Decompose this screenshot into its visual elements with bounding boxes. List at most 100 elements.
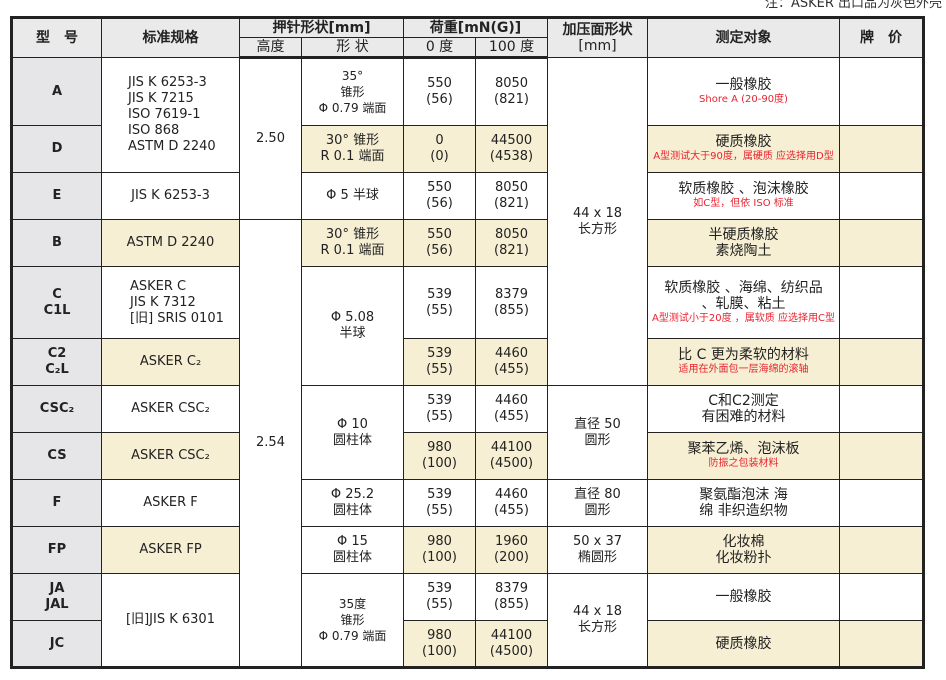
- load100-cell: 44100 (4500): [475, 620, 548, 668]
- price-cell: [839, 385, 924, 433]
- spec-cell: ASKER C₂: [101, 338, 240, 386]
- table-row: B ASTM D 2240 2.54 30° 锥形 R 0.1 端面 550 (…: [11, 219, 924, 668]
- durometer-spec-table: 型 号 标准规格 押针形状[mm] 荷重[mN(G)] 加压面形状 [mm] 测定…: [10, 16, 925, 669]
- table-row: FP ASKER FP Φ 15 圆柱体 980 (100) 1960 (200…: [11, 526, 924, 574]
- target-cell: 硬质橡胶 A型测试大于90度，属硬质 应选择用D型: [647, 125, 840, 173]
- spec-cell: ASKER C JIS K 7312 [旧] SRIS 0101: [101, 266, 240, 339]
- shape-cell: Φ 5 半球: [301, 172, 404, 220]
- model-cell: A: [11, 57, 102, 126]
- col-load: 荷重[mN(G)]: [403, 17, 548, 38]
- target-cell: 聚苯乙烯、泡沫板 防振之包装材料: [647, 432, 840, 480]
- spec-cell: ASKER CSC₂: [101, 385, 240, 433]
- height-cell: 2.54: [239, 219, 302, 668]
- load100-cell: 1960 (200): [475, 526, 548, 574]
- model-cell: CS: [11, 432, 102, 480]
- load0-cell: 550 (56): [403, 219, 476, 267]
- load0-cell: 539 (55): [403, 479, 476, 527]
- target-cell: 聚氨酯泡沫 海 绵 非织造织物: [647, 479, 840, 527]
- spec-cell: JIS K 6253-3 JIS K 7215 ISO 7619-1 ISO 8…: [101, 57, 240, 173]
- load100-cell: 4460 (455): [475, 385, 548, 433]
- table-row: JA JAL [旧]JIS K 6301 35度 锥形 Φ 0.79 端面 53…: [11, 573, 924, 668]
- load100-cell: 44500 (4538): [475, 125, 548, 173]
- shape-cell: Φ 10 圆柱体: [301, 385, 404, 480]
- table-row: D 30° 锥形 R 0.1 端面 0 (0) 44500 (4538) 硬质橡…: [11, 125, 924, 173]
- load100-cell: 8050 (821): [475, 219, 548, 267]
- surface-cell: 44 x 18 长方形: [547, 573, 648, 668]
- price-cell: [839, 219, 924, 267]
- header-note: 注：ASKER 出口品为灰色外壳: [764, 0, 942, 11]
- load0-cell: 0 (0): [403, 125, 476, 173]
- load0-cell: 539 (55): [403, 338, 476, 386]
- col-load-0: 0 度: [403, 37, 476, 59]
- shape-cell: 35度 锥形 Φ 0.79 端面: [301, 573, 404, 668]
- load0-cell: 980 (100): [403, 620, 476, 668]
- table-row: CS ASKER CSC₂ 980 (100) 44100 (4500) 聚苯乙…: [11, 432, 924, 480]
- table-row: E JIS K 6253-3 Φ 5 半球 550 (56) 8050 (821…: [11, 172, 924, 220]
- spec-cell: ASTM D 2240: [101, 219, 240, 267]
- table-row: CSC₂ ASKER CSC₂ Φ 10 圆柱体 539 (55) 4460 (…: [11, 385, 924, 480]
- shape-cell: 35° 锥形 Φ 0.79 端面: [301, 57, 404, 126]
- model-cell: C2 C₂L: [11, 338, 102, 386]
- price-cell: [839, 172, 924, 220]
- table-row: JC 980 (100) 44100 (4500) 硬质橡胶: [11, 620, 924, 668]
- target-cell: 一般橡胶 Shore A (20-90度): [647, 57, 840, 126]
- target-cell: 软质橡胶 、泡沫橡胶 如C型，但依 ISO 标准: [647, 172, 840, 220]
- price-cell: [839, 57, 924, 126]
- price-cell: [839, 479, 924, 527]
- load100-cell: 8050 (821): [475, 57, 548, 126]
- price-cell: [839, 573, 924, 621]
- target-cell: 半硬质橡胶 素烧陶土: [647, 219, 840, 267]
- model-cell: JA JAL: [11, 573, 102, 621]
- col-height: 高度: [239, 37, 302, 59]
- spec-cell: ASKER F: [101, 479, 240, 527]
- spec-cell: JIS K 6253-3: [101, 172, 240, 220]
- table-row: C2 C₂L ASKER C₂ 539 (55) 4460 (455) 比 C …: [11, 338, 924, 386]
- load100-cell: 8379 (855): [475, 266, 548, 339]
- height-cell: 2.50: [239, 57, 302, 220]
- surface-cell: 50 x 37 椭圆形: [547, 526, 648, 574]
- model-cell: B: [11, 219, 102, 267]
- col-load-100: 100 度: [475, 37, 548, 59]
- surface-cell: 直径 80 圆形: [547, 479, 648, 527]
- target-cell: 硬质橡胶: [647, 620, 840, 668]
- col-spec: 标准规格: [101, 17, 240, 58]
- col-model: 型 号: [11, 17, 102, 58]
- price-cell: [839, 432, 924, 480]
- model-cell: C C1L: [11, 266, 102, 339]
- col-shape: 形 状: [301, 37, 404, 59]
- col-price: 牌 价: [839, 17, 924, 58]
- shape-cell: 30° 锥形 R 0.1 端面: [301, 125, 404, 173]
- load0-cell: 550 (56): [403, 57, 476, 126]
- target-cell: C和C2测定 有困难的材料: [647, 385, 840, 433]
- load100-cell: 8379 (855): [475, 573, 548, 621]
- load0-cell: 550 (56): [403, 172, 476, 220]
- surface-cell: 44 x 18 长方形: [547, 57, 648, 386]
- load0-cell: 980 (100): [403, 526, 476, 574]
- col-surface: 加压面形状 [mm]: [547, 17, 648, 58]
- price-cell: [839, 125, 924, 173]
- shape-cell: Φ 5.08 半球: [301, 266, 404, 386]
- price-cell: [839, 338, 924, 386]
- col-target: 测定对象: [647, 17, 840, 58]
- shape-cell: Φ 25.2 圆柱体: [301, 479, 404, 527]
- surface-cell: 直径 50 圆形: [547, 385, 648, 480]
- spec-cell: [旧]JIS K 6301: [101, 573, 240, 668]
- load0-cell: 980 (100): [403, 432, 476, 480]
- load0-cell: 539 (55): [403, 266, 476, 339]
- price-cell: [839, 526, 924, 574]
- load100-cell: 8050 (821): [475, 172, 548, 220]
- spec-cell: ASKER FP: [101, 526, 240, 574]
- price-cell: [839, 620, 924, 668]
- model-cell: JC: [11, 620, 102, 668]
- target-cell: 比 C 更为柔软的材料 适用在外面包一层海绵的滚轴: [647, 338, 840, 386]
- target-cell: 化妆棉 化妆粉扑: [647, 526, 840, 574]
- table-row: A JIS K 6253-3 JIS K 7215 ISO 7619-1 ISO…: [11, 57, 924, 386]
- col-indenter: 押针形状[mm]: [239, 17, 404, 38]
- shape-cell: Φ 15 圆柱体: [301, 526, 404, 574]
- load0-cell: 539 (55): [403, 573, 476, 621]
- table-row: F ASKER F Φ 25.2 圆柱体 539 (55) 4460 (455)…: [11, 479, 924, 527]
- target-cell: 软质橡胶 、海绵、纺织品 、轧膜、粘土 A型测试小于20度 ，属软质 应选择用C型: [647, 266, 840, 339]
- table-row: C C1L ASKER C JIS K 7312 [旧] SRIS 0101 Φ…: [11, 266, 924, 386]
- load100-cell: 4460 (455): [475, 338, 548, 386]
- model-cell: D: [11, 125, 102, 173]
